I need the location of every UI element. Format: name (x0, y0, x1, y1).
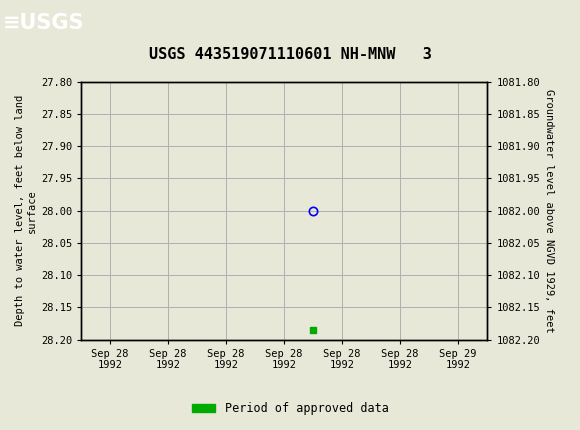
Text: ≡USGS: ≡USGS (3, 12, 85, 33)
Legend: Period of approved data: Period of approved data (187, 397, 393, 420)
Y-axis label: Groundwater level above NGVD 1929, feet: Groundwater level above NGVD 1929, feet (544, 89, 554, 332)
Y-axis label: Depth to water level, feet below land
surface: Depth to water level, feet below land su… (15, 95, 37, 326)
Text: USGS 443519071110601 NH-MNW   3: USGS 443519071110601 NH-MNW 3 (148, 47, 432, 62)
